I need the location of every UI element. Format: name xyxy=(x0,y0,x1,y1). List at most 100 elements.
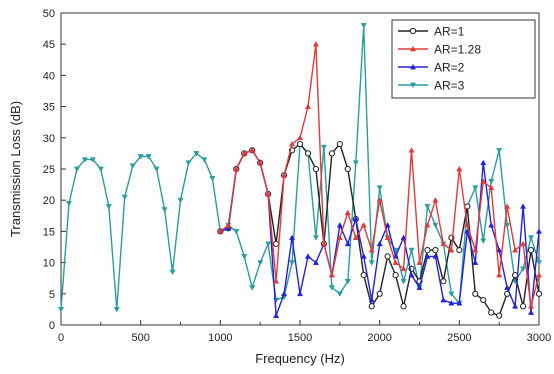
data-point-ar-1-28 xyxy=(464,222,471,228)
data-point-ar-3 xyxy=(328,285,335,291)
data-point-ar-1-28 xyxy=(320,240,327,247)
legend-swatch-marker xyxy=(409,82,417,89)
data-point-ar-2 xyxy=(376,240,383,247)
data-point-ar-1 xyxy=(527,247,535,254)
data-point-ar-1-28 xyxy=(336,234,343,240)
data-point-ar-1-28 xyxy=(352,234,359,240)
y-tick-label: 10 xyxy=(43,258,55,270)
data-point-ar-1-28 xyxy=(249,147,256,153)
data-point-ar-2 xyxy=(400,234,407,240)
data-point-ar-3 xyxy=(368,260,375,266)
y-tick-label: 15 xyxy=(43,226,55,238)
legend-item-ar-2: AR=2 xyxy=(398,61,465,75)
data-point-ar-3 xyxy=(312,235,319,241)
data-point-ar-1-28 xyxy=(281,172,288,178)
series-ar-1 xyxy=(217,140,543,319)
data-point-ar-1-28 xyxy=(480,178,487,184)
data-point-ar-1 xyxy=(400,303,407,310)
y-tick-label: 35 xyxy=(43,102,55,114)
data-point-ar-2 xyxy=(368,296,375,303)
data-point-ar-2 xyxy=(344,240,351,247)
data-point-ar-2 xyxy=(496,247,503,253)
data-point-ar-2 xyxy=(296,290,304,297)
data-point-ar-3 xyxy=(528,235,535,241)
data-point-ar-2 xyxy=(289,234,296,240)
data-point-ar-2 xyxy=(312,259,319,265)
data-point-ar-3 xyxy=(400,278,407,285)
y-axis-title: Transmission Loss (dB) xyxy=(8,101,23,237)
data-point-ar-1-28 xyxy=(241,150,248,156)
data-point-ar-3 xyxy=(105,204,112,210)
data-point-ar-1-28 xyxy=(360,222,367,228)
legend-label: AR=3 xyxy=(434,79,465,93)
data-point-ar-3 xyxy=(65,200,72,207)
data-point-ar-1 xyxy=(360,271,367,279)
data-point-ar-2 xyxy=(352,215,359,222)
data-point-ar-2 xyxy=(432,253,439,259)
data-point-ar-3 xyxy=(273,297,280,304)
x-tick-label: 3000 xyxy=(527,332,551,344)
data-point-ar-1-28 xyxy=(416,259,423,265)
data-point-ar-3 xyxy=(535,260,543,266)
legend-item-ar-1-28: AR=1.28 xyxy=(398,43,481,57)
data-point-ar-1-28 xyxy=(535,271,543,278)
data-point-ar-2 xyxy=(512,303,519,309)
data-point-ar-2 xyxy=(384,222,391,228)
data-point-ar-3 xyxy=(480,238,487,244)
data-point-ar-3 xyxy=(161,207,168,213)
data-point-ar-2 xyxy=(304,253,311,259)
data-point-ar-1 xyxy=(384,253,391,260)
data-point-ar-1 xyxy=(312,165,320,173)
series-layer xyxy=(57,23,543,319)
data-point-ar-2 xyxy=(360,253,367,259)
x-tick-label: 2500 xyxy=(447,332,471,344)
data-point-ar-3 xyxy=(352,160,359,166)
data-point-ar-3 xyxy=(265,241,272,247)
data-point-ar-1 xyxy=(328,150,335,157)
legend-item-ar-1: AR=1 xyxy=(398,25,465,39)
data-point-ar-2 xyxy=(535,228,543,234)
data-point-ar-1 xyxy=(519,303,527,310)
data-point-ar-1 xyxy=(296,140,304,148)
legend-swatch-marker xyxy=(409,45,417,52)
data-point-ar-3 xyxy=(137,154,144,160)
data-point-ar-1-28 xyxy=(432,197,439,203)
data-point-ar-2 xyxy=(488,222,495,228)
data-point-ar-3 xyxy=(472,185,479,191)
data-point-ar-2 xyxy=(225,225,232,231)
data-point-ar-3 xyxy=(424,204,431,210)
data-point-ar-1-28 xyxy=(265,190,272,197)
data-point-ar-2 xyxy=(520,203,527,209)
data-point-ar-1-28 xyxy=(328,271,335,278)
data-point-ar-1-28 xyxy=(496,271,503,278)
data-point-ar-3 xyxy=(504,222,511,229)
data-point-ar-1-28 xyxy=(257,159,264,166)
data-point-ar-1-28 xyxy=(312,41,319,47)
data-point-ar-3 xyxy=(320,144,327,151)
data-point-ar-3 xyxy=(121,194,128,201)
data-point-ar-1-28 xyxy=(448,247,455,253)
data-point-ar-1-28 xyxy=(424,222,431,228)
data-point-ar-3 xyxy=(209,176,216,182)
data-point-ar-1-28 xyxy=(368,247,375,253)
data-point-ar-3 xyxy=(177,197,184,204)
data-point-ar-3 xyxy=(201,157,208,163)
data-point-ar-3 xyxy=(249,285,256,291)
x-tick-label: 0 xyxy=(58,332,64,344)
data-point-ar-3 xyxy=(376,185,383,191)
data-point-ar-3 xyxy=(89,157,96,163)
data-point-ar-1-28 xyxy=(233,165,240,172)
data-point-ar-1-28 xyxy=(296,134,304,141)
data-point-ar-3 xyxy=(81,157,88,163)
data-point-ar-1-28 xyxy=(344,209,351,216)
legend-swatch-marker xyxy=(409,63,417,70)
data-point-ar-1-28 xyxy=(512,247,519,253)
legend-item-ar-3: AR=3 xyxy=(398,79,465,93)
data-point-ar-1-28 xyxy=(400,265,407,272)
data-point-ar-1-28 xyxy=(528,303,535,309)
x-tick-label: 2000 xyxy=(367,332,391,344)
data-point-ar-3 xyxy=(289,260,296,266)
data-point-ar-1-28 xyxy=(304,103,311,109)
data-point-ar-3 xyxy=(129,163,136,169)
data-point-ar-3 xyxy=(185,160,192,166)
